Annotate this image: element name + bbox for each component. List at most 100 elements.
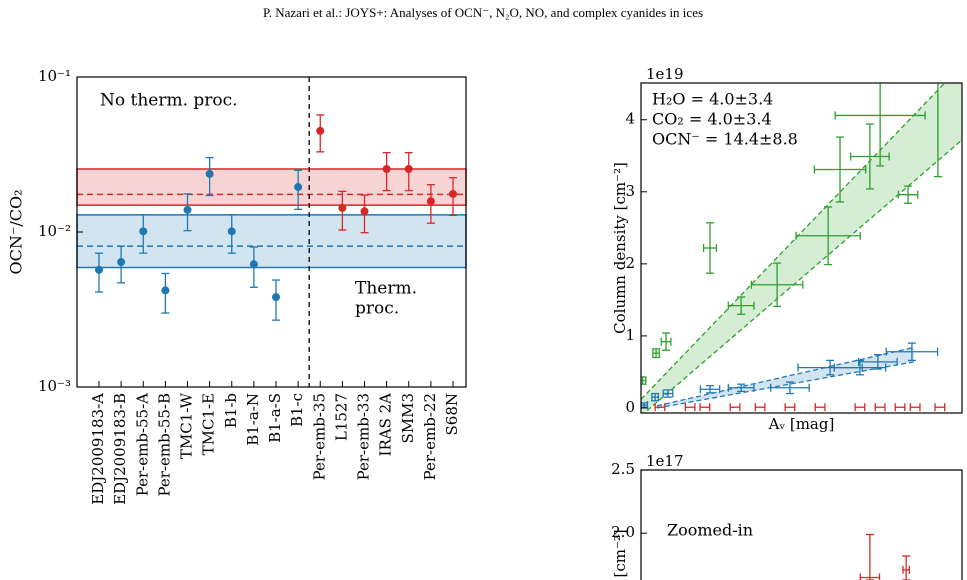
x-tick-label: B1-c [288, 393, 306, 427]
data-point [294, 169, 303, 211]
marker [95, 265, 103, 274]
data-point [859, 533, 881, 580]
offset-label: 1e17 [646, 452, 684, 470]
x-tick-label: EDJ2009183-A [89, 393, 107, 505]
y-axis-label: OCN⁻/CO₂ [7, 190, 26, 275]
x-tick-label: TMC1-W [178, 392, 196, 459]
data-point [770, 381, 810, 395]
data-point [894, 403, 906, 412]
x-tick-label: Per-emb-55-A [133, 393, 151, 496]
data-point [227, 214, 236, 254]
annotation: Therm. [355, 279, 417, 299]
data-point [795, 206, 861, 266]
y-tick-label: 2.0 [611, 523, 635, 541]
data-point [651, 392, 660, 402]
data-point [272, 279, 280, 321]
data-point [316, 114, 325, 153]
y-axis-label: y [cm⁻²] [611, 529, 629, 580]
data-point [338, 190, 347, 231]
data-point [727, 296, 755, 315]
marker [205, 169, 214, 178]
data-point [139, 214, 148, 254]
data-point [702, 222, 718, 274]
annotation: proc. [355, 299, 399, 319]
band [76, 168, 467, 206]
data-point [934, 403, 946, 412]
marker [449, 189, 457, 198]
x-tick-label: TMC1-E [200, 393, 218, 455]
marker [272, 293, 280, 302]
data-point [849, 123, 890, 190]
fit-line [656, 361, 914, 409]
y-tick-label: 2 [625, 254, 635, 272]
data-point [902, 555, 911, 580]
data-point [426, 184, 435, 224]
data-point [750, 262, 804, 308]
legend-entry: CO₂ = 4.0±3.4 [652, 110, 772, 129]
axes-frame [640, 82, 963, 414]
header: P. Nazari et al.: JOYS+: Analyses of OCN… [263, 5, 703, 20]
annotation: No therm. proc. [100, 91, 238, 111]
x-tick-label: IRAS 2A [377, 393, 395, 457]
data-point [814, 403, 826, 412]
data-point [95, 252, 103, 293]
data-point [382, 152, 391, 192]
data-point [699, 384, 721, 394]
marker [382, 164, 391, 173]
data-point [729, 403, 741, 412]
marker [139, 227, 148, 236]
data-point [183, 193, 192, 232]
offset-label: 1e19 [646, 65, 684, 83]
y-tick-label: 2.5 [611, 460, 635, 478]
x-tick-label: Per-emb-55-B [155, 393, 173, 496]
data-point [660, 332, 672, 351]
annotation: Zoomed-in [667, 521, 753, 540]
data-point [684, 403, 696, 412]
data-point [874, 403, 886, 412]
fit-line [656, 346, 914, 407]
data-point [205, 156, 214, 197]
fit-band [657, 347, 914, 408]
marker [183, 205, 192, 214]
x-tick-label: Per-emb-22 [421, 393, 439, 480]
data-point [754, 403, 766, 412]
x-tick-label: B1-a-N [244, 393, 262, 446]
x-axis-label: Aᵥ [mag] [768, 415, 835, 433]
marker [161, 286, 170, 295]
x-tick-label: EDJ2009183-B [111, 393, 129, 505]
data-point [813, 136, 867, 203]
data-point [662, 389, 674, 398]
x-tick-label: Per-emb-33 [355, 393, 373, 480]
marker [360, 207, 369, 216]
y-tick-label: 4 [625, 110, 635, 128]
y-tick-label: 10⁻² [38, 222, 71, 240]
x-tick-label: B1-b [222, 393, 240, 428]
data-point [449, 177, 457, 217]
data-point [404, 152, 413, 192]
y-tick-label: 3 [625, 182, 635, 200]
marker [249, 260, 258, 269]
x-tick-label: SMM3 [399, 393, 417, 444]
data-point [897, 185, 919, 204]
data-point [641, 376, 647, 385]
x-tick-label: B1-a-S [266, 393, 284, 443]
y-tick-label: 0 [625, 398, 635, 416]
fit-line [641, 83, 946, 400]
marker [338, 203, 347, 212]
axes-frame [640, 469, 963, 580]
data-point [652, 348, 661, 359]
data-point [834, 83, 926, 167]
band [76, 214, 467, 269]
marker [294, 183, 303, 192]
y-axis-label: Column density [cm⁻²] [611, 162, 629, 334]
data-point [249, 246, 258, 288]
marker [316, 126, 325, 135]
data-point [909, 403, 921, 412]
legend-entry: OCN⁻ = 14.4±8.8 [652, 130, 798, 149]
data-point [833, 359, 887, 376]
marker [117, 258, 126, 267]
y-tick-label: 1 [625, 326, 635, 344]
data-point [654, 403, 666, 412]
